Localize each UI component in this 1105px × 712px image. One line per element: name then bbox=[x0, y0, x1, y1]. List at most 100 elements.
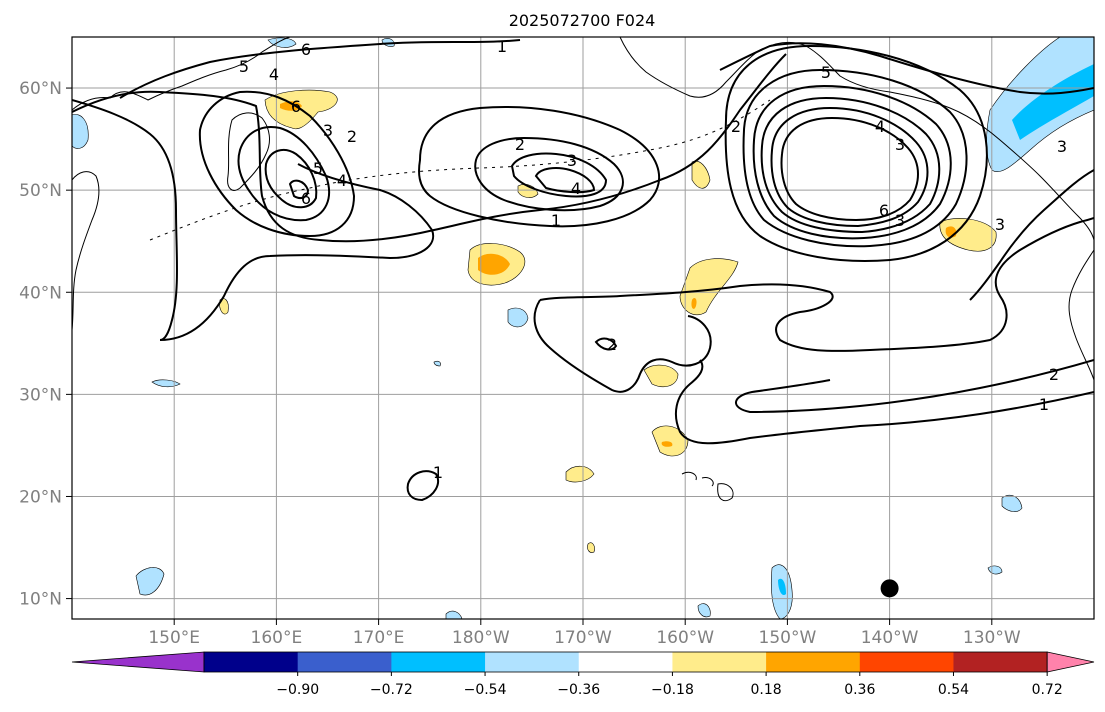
longitude-tick-label: 170°W bbox=[554, 628, 612, 648]
contour-label: 4 bbox=[269, 65, 279, 84]
negative-anomaly-patch bbox=[697, 603, 711, 618]
colorbar-tick-label: −0.36 bbox=[557, 682, 600, 698]
alaska-coastline bbox=[619, 37, 1094, 241]
negative-anomaly-patch bbox=[267, 37, 297, 48]
colorbar-segment bbox=[391, 652, 486, 672]
colorbar-segment bbox=[204, 652, 299, 672]
negative-anomaly-patch bbox=[507, 307, 529, 328]
colorbar-segment bbox=[859, 652, 954, 672]
contour-1-west bbox=[72, 53, 787, 243]
negative-anomaly-patch bbox=[433, 360, 441, 367]
contour-kamchatka-4 bbox=[288, 179, 310, 199]
axis-ticks bbox=[66, 87, 993, 625]
asia-coastline-lower bbox=[72, 171, 100, 331]
contour-low-center-3 bbox=[510, 152, 608, 198]
colorbar-extend-high bbox=[1046, 651, 1095, 673]
longitude-labels: 150°E 160°E 170°E 180°W 170°W 160°W 150°W 140°W… bbox=[148, 628, 1021, 648]
contour-low-center-2 bbox=[474, 136, 624, 212]
coastlines bbox=[72, 37, 1094, 502]
contour-subtropical-2-lower bbox=[735, 359, 1094, 414]
longitude-tick-label: 130°W bbox=[963, 628, 1021, 648]
hawaii-islands bbox=[681, 471, 734, 502]
colorbar-tick-label: 0.54 bbox=[938, 682, 969, 698]
colorbar-frame bbox=[203, 651, 1048, 673]
colorbar-segment bbox=[485, 652, 580, 672]
latitude-tick-label: 10°N bbox=[19, 590, 62, 610]
contour-small-2 bbox=[594, 337, 618, 351]
contour-low-center-4 bbox=[534, 167, 596, 194]
contour-label: 2 bbox=[347, 127, 357, 146]
positive-anomaly-patch bbox=[643, 364, 679, 387]
negative-anomaly-patch bbox=[1001, 495, 1023, 512]
contour-label: 2 bbox=[731, 117, 741, 136]
negative-anomaly-patch bbox=[135, 567, 165, 596]
contour-label: 4 bbox=[875, 117, 885, 136]
positive-anomaly-patch bbox=[587, 542, 595, 553]
latitude-tick-label: 30°N bbox=[19, 385, 62, 405]
north-america-west-coast bbox=[1068, 249, 1094, 381]
latitude-tick-label: 20°N bbox=[19, 487, 62, 507]
contour-lines bbox=[72, 39, 1094, 502]
contour-high-east-1 bbox=[724, 44, 988, 262]
contour-label: 4 bbox=[337, 171, 347, 190]
contour-kamchatka-1 bbox=[198, 90, 356, 238]
contour-label: 1 bbox=[497, 37, 507, 56]
latitude-tick-label: 40°N bbox=[19, 283, 62, 303]
strong-positive-anomaly-patch bbox=[661, 441, 673, 447]
moderate-negative-anomaly-patch bbox=[1012, 64, 1094, 140]
colorbar-segment bbox=[953, 652, 1048, 672]
positive-anomaly-patch bbox=[219, 298, 229, 315]
contour-label: 2 bbox=[607, 335, 617, 354]
negative-anomaly-patch bbox=[151, 379, 181, 388]
contour-label: 3 bbox=[895, 135, 905, 154]
longitude-tick-label: 170°E bbox=[353, 628, 405, 648]
contour-1-north bbox=[119, 39, 521, 99]
contour-subtropical-1 bbox=[674, 359, 1094, 445]
contour-label: 3 bbox=[323, 121, 333, 140]
kamchatka-coastline bbox=[227, 112, 270, 191]
positive-anomaly-patch bbox=[691, 160, 711, 189]
strong-positive-anomaly-patch bbox=[691, 298, 697, 309]
contour-label: 1 bbox=[433, 463, 443, 482]
contour-label: 3 bbox=[895, 211, 905, 230]
contour-high-east-5 bbox=[770, 106, 929, 228]
positive-anomaly-patch bbox=[565, 465, 595, 483]
figure-title: 2025072700 F024 bbox=[509, 11, 656, 30]
negative-anomaly-patch bbox=[445, 610, 463, 619]
longitude-tick-label: 160°E bbox=[251, 628, 303, 648]
location-marker-dot bbox=[880, 579, 899, 598]
colorbar-tick-label: 0.72 bbox=[1032, 682, 1063, 698]
colorbar-extend-low bbox=[71, 651, 205, 673]
negative-anomaly-patch bbox=[72, 114, 89, 149]
contour-outer-west bbox=[72, 99, 178, 341]
strong-positive-anomaly-patch bbox=[280, 101, 302, 111]
contour-label: 5 bbox=[239, 57, 249, 76]
contour-label: 5 bbox=[313, 159, 323, 178]
contour-east-2 bbox=[969, 169, 1094, 301]
longitude-tick-label: 160°W bbox=[656, 628, 714, 648]
colorbar-segment bbox=[297, 652, 392, 672]
contour-kamchatka-3 bbox=[264, 148, 318, 209]
contour-label-group: 6 5 4 1 6 3 2 5 4 6 2 3 4 1 5 2 4 3 6 3 bbox=[239, 37, 1067, 482]
contour-2-west bbox=[159, 163, 435, 341]
contour-subtropical-2-south bbox=[533, 299, 712, 393]
contour-label: 1 bbox=[1039, 395, 1049, 414]
contour-east-1 bbox=[719, 42, 1094, 95]
contour-label: 6 bbox=[291, 97, 301, 116]
contour-label: 3 bbox=[1057, 137, 1067, 156]
latitude-labels: 60°N 50°N 40°N 30°N 20°N 10°N bbox=[19, 79, 62, 610]
contour-label: 3 bbox=[995, 215, 1005, 234]
colorbar-tick-label: 0.18 bbox=[751, 682, 782, 698]
contour-kamchatka-2 bbox=[237, 126, 331, 222]
latitude-tick-label: 50°N bbox=[19, 181, 62, 201]
latitude-tick-label: 60°N bbox=[19, 79, 62, 99]
contour-high-east-6 bbox=[780, 116, 919, 222]
moderate-negative-anomaly-patch bbox=[778, 578, 786, 596]
longitude-tick-label: 140°W bbox=[861, 628, 919, 648]
longitude-tick-label: 180°W bbox=[452, 628, 510, 648]
contour-label: 1 bbox=[551, 211, 561, 230]
colorbar-segment bbox=[578, 652, 673, 672]
shaded-field bbox=[72, 37, 1094, 619]
contour-label: 2 bbox=[1049, 365, 1059, 384]
contour-high-east-2 bbox=[742, 68, 968, 248]
